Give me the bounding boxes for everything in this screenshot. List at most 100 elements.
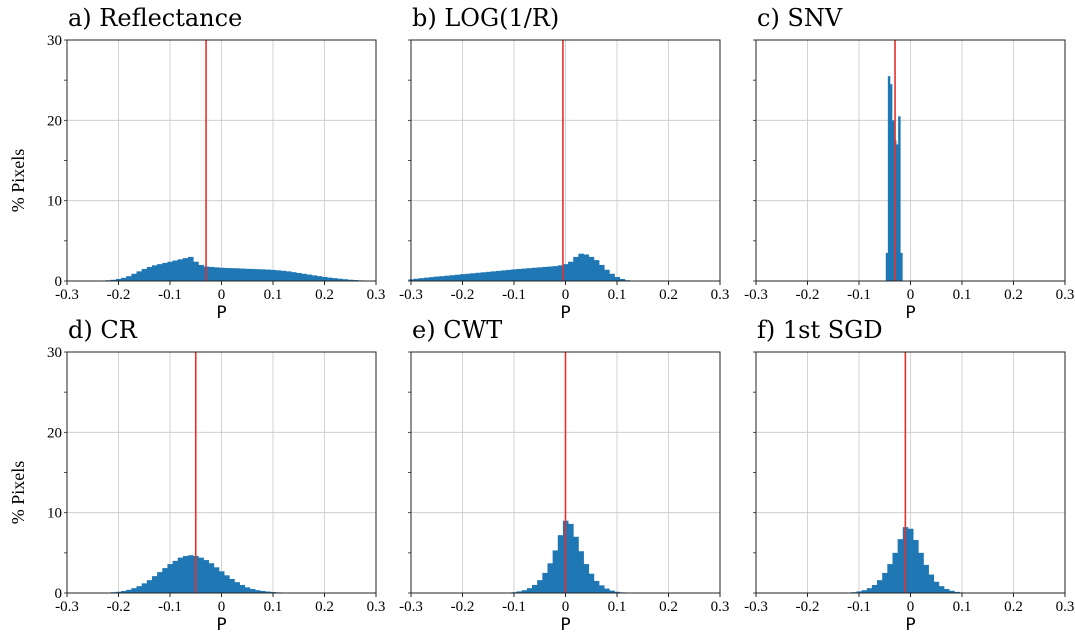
histogram-bar: [537, 267, 543, 281]
histogram-bar: [516, 591, 523, 593]
histogram-bar: [933, 581, 940, 593]
histogram-bar: [885, 252, 889, 281]
histogram-bar: [521, 590, 528, 593]
x-tick-label: 0.1: [264, 287, 283, 303]
histogram-bar: [465, 273, 471, 281]
histogram-bar: [146, 580, 153, 593]
histogram-bar: [157, 264, 163, 281]
x-tick-label: 0.3: [367, 599, 386, 615]
histogram-bar: [537, 580, 543, 593]
x-tick-label: 0.2: [315, 287, 334, 303]
subplot-3: -0.3 -0.2 -0.1 0 0.1 0.2 0.3 c) SNV P: [744, 4, 1074, 323]
histogram-bar: [213, 267, 220, 281]
histogram-bar: [131, 273, 137, 281]
x-tick-label: -0.3: [744, 599, 768, 615]
x-tick-label: 0: [218, 287, 226, 303]
histogram-bar: [604, 588, 610, 593]
histogram-bar: [188, 256, 194, 281]
subplot-title: b) LOG(1/R): [412, 4, 559, 32]
x-tick-label: 0.1: [264, 599, 283, 615]
histogram-bar: [568, 261, 574, 281]
histogram-bar: [604, 269, 610, 281]
x-tick-label: 0.2: [315, 599, 334, 615]
x-tick-label: -0.1: [502, 599, 526, 615]
histogram-bar: [224, 267, 230, 281]
x-tick-label: 0.2: [659, 599, 678, 615]
x-tick-label: 0.1: [608, 599, 627, 615]
histogram-bar: [444, 275, 451, 281]
histogram-bar: [265, 591, 271, 593]
x-tick-label: 0.3: [1056, 287, 1075, 303]
histogram-bar: [167, 261, 173, 281]
histogram-bar: [229, 268, 235, 281]
histogram-bar: [891, 120, 895, 281]
histogram-bar: [311, 275, 318, 281]
histogram-bar: [598, 264, 605, 281]
histogram-bar: [418, 278, 425, 281]
histogram-bar: [301, 273, 307, 281]
y-tick-label: 0: [55, 274, 63, 290]
x-axis-label: P: [216, 615, 226, 635]
y-tick-label: 30: [47, 345, 62, 361]
histogram-bar: [532, 584, 538, 593]
histogram-bar: [583, 564, 590, 593]
x-axis-label: P: [560, 303, 570, 323]
histogram-bar: [254, 269, 261, 281]
x-tick-label: -0.3: [399, 599, 423, 615]
histogram-bar: [182, 556, 189, 593]
histogram-bar: [203, 560, 210, 593]
x-axis-label: P: [905, 303, 915, 323]
histogram-bar: [141, 583, 148, 593]
x-tick-label: 0.2: [1004, 599, 1023, 615]
histogram-bar: [943, 588, 950, 593]
x-tick-label: 0: [562, 599, 570, 615]
histogram-bar: [136, 271, 143, 281]
x-tick-label: 0.2: [1004, 287, 1023, 303]
histogram-bar: [188, 555, 194, 593]
x-axis-label: P: [905, 615, 915, 635]
histogram-bar: [459, 274, 466, 281]
histogram-bar: [296, 272, 302, 281]
histogram-bar: [254, 590, 261, 593]
histogram-bar: [949, 590, 955, 593]
histogram-bar: [526, 268, 533, 281]
histogram-bar: [244, 268, 251, 281]
histogram-bar: [552, 550, 559, 593]
histogram-bar: [229, 578, 235, 593]
y-tick-label: 20: [47, 425, 62, 441]
x-tick-label: -0.1: [847, 599, 871, 615]
histogram-bar: [224, 575, 230, 593]
histogram-bar: [213, 567, 220, 593]
histogram-bar: [588, 256, 595, 281]
x-tick-label: 0: [218, 599, 226, 615]
x-tick-label: -0.2: [107, 287, 131, 303]
histogram-bar: [327, 277, 333, 281]
histogram-bar: [126, 276, 132, 281]
histogram-bar: [413, 278, 420, 281]
histogram-bar: [332, 278, 338, 281]
histogram-bar: [167, 564, 173, 593]
histogram-bar: [141, 268, 148, 281]
histogram-bar: [501, 270, 507, 281]
histogram-bar: [526, 588, 533, 593]
x-axis-label: P: [560, 615, 570, 635]
histogram-bar: [578, 551, 584, 593]
y-axis-label: % Pixels: [8, 149, 28, 213]
x-tick-label: 0: [562, 287, 570, 303]
histogram-bar: [182, 258, 189, 281]
histogram-bar: [249, 268, 256, 281]
histogram-bar: [439, 276, 445, 281]
y-tick-label: 30: [47, 33, 62, 49]
histogram-bar: [157, 572, 163, 593]
histogram-bar: [198, 557, 204, 593]
histogram-bar: [542, 572, 548, 593]
histogram-bar: [877, 580, 883, 593]
x-tick-label: 0.1: [608, 287, 627, 303]
histogram-bar: [234, 268, 240, 281]
histogram-bar: [249, 588, 256, 593]
histogram-bar: [532, 267, 538, 281]
histogram-bar: [614, 276, 620, 281]
histogram-bar: [552, 266, 559, 281]
histogram-bar: [115, 278, 122, 281]
histogram-bar: [609, 273, 615, 281]
